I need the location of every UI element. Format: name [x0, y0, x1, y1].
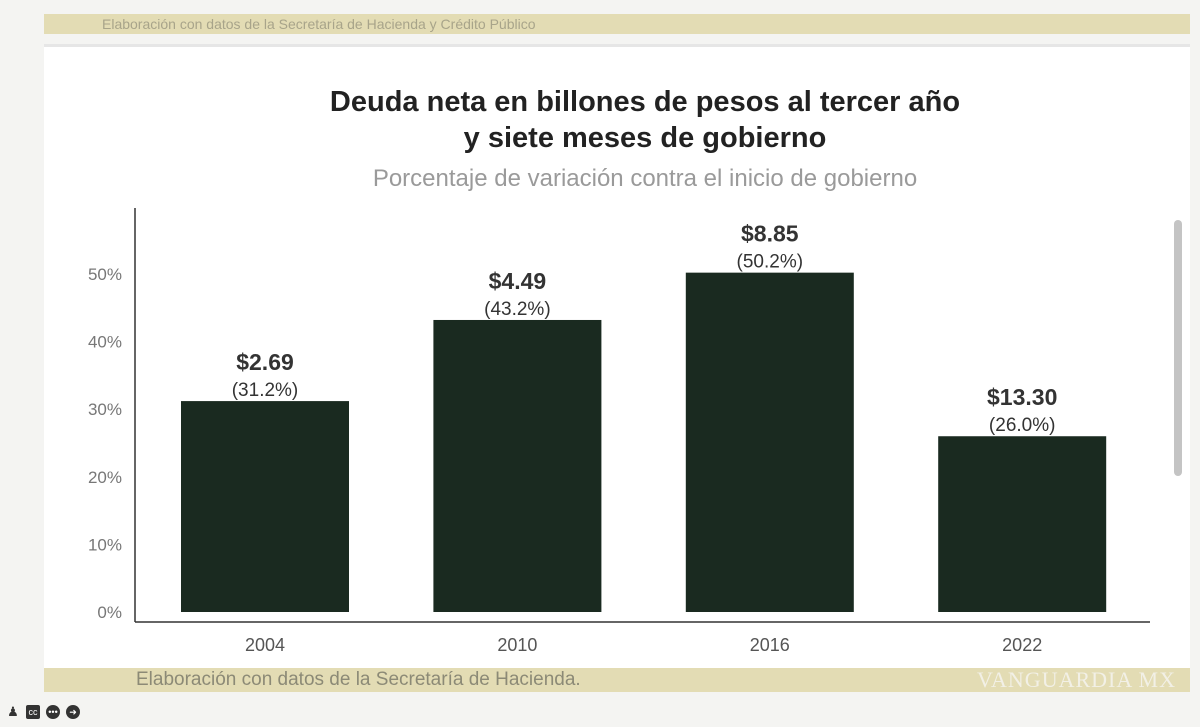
player-controls: ♟ cc ••• ➜ [6, 705, 80, 719]
x-tick-label: 2022 [1002, 635, 1042, 655]
bar-2022 [938, 436, 1107, 612]
next-icon[interactable]: ➜ [66, 705, 80, 719]
amount-label: $4.49 [489, 268, 547, 294]
bar-2010 [433, 319, 602, 612]
watermark-logo: VANGUARDIA MX [976, 667, 1176, 692]
percent-label: (31.2%) [232, 380, 299, 401]
cc-icon[interactable]: cc [26, 705, 40, 719]
amount-label: $8.85 [741, 221, 799, 247]
x-tick-label: 2010 [497, 635, 537, 655]
bottom-source-note: Elaboración con datos de la Secretaría d… [44, 668, 1190, 692]
x-tick-label: 2016 [750, 635, 790, 655]
title-line-1: Deuda neta en billones de pesos al terce… [329, 86, 961, 118]
y-tick-label: 20% [88, 468, 122, 487]
bar-2016 [685, 272, 854, 612]
top-source-note: Elaboración con datos de la Secretaría d… [44, 14, 1190, 34]
bar-2004 [181, 401, 349, 612]
more-icon[interactable]: ••• [46, 705, 60, 719]
title-line-2: y siete meses de gobierno [463, 122, 827, 154]
percent-label: (43.2%) [484, 299, 551, 320]
bottom-note-text: Elaboración con datos de la Secretaría d… [136, 669, 581, 690]
y-tick-label: 0% [97, 603, 122, 622]
percent-label: (50.2%) [737, 252, 804, 273]
person-icon[interactable]: ♟ [7, 704, 19, 719]
percent-label: (26.0%) [989, 415, 1056, 436]
chart-title: Deuda neta en billones de pesos al terce… [0, 84, 1200, 156]
scrollbar[interactable] [1174, 220, 1182, 476]
amount-label: $2.69 [236, 349, 294, 375]
y-tick-label: 40% [88, 333, 122, 352]
y-tick-label: 30% [88, 400, 122, 419]
y-tick-label: 50% [88, 265, 122, 284]
y-tick-label: 10% [88, 535, 122, 554]
amount-label: $13.30 [987, 384, 1057, 410]
chart-subtitle: Porcentaje de variación contra el inicio… [372, 165, 918, 192]
x-tick-label: 2004 [245, 635, 285, 655]
